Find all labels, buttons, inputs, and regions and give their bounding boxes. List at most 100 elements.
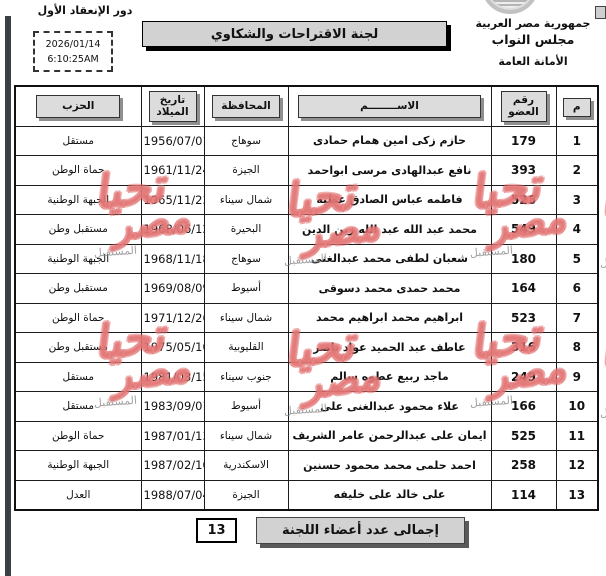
- cell-birth-date: 1971/12/26: [140, 302, 205, 333]
- cell-governorate: سوهاج: [203, 243, 289, 274]
- cell-member-no: 114: [490, 479, 557, 510]
- cell-governorate: شمال سيناء: [203, 184, 289, 215]
- cell-member-no: 249: [490, 361, 557, 392]
- cell-index: 9: [555, 361, 599, 392]
- org-parliament: مجلس النواب: [491, 31, 575, 47]
- cell-birth-date: 1987/02/10: [140, 450, 205, 481]
- table-row: 5 180 شعبان لطفى محمد عبدالغنى سوهاج 196…: [14, 243, 599, 274]
- header-name: الاســــــــم: [298, 95, 481, 119]
- cell-index: 1: [555, 125, 599, 156]
- table-row: 12 258 احمد حلمى محمد محمود حسنين الاسكن…: [14, 450, 599, 481]
- table-row: 9 249 ماجد ربيع عطوه سالم جنوب سيناء 198…: [14, 361, 599, 392]
- table-header-row: م رقم العضو الاســــــــم المحافظة تاريخ…: [14, 85, 599, 127]
- cell-name: ايمان على عبدالرحمن عامر الشريف: [287, 420, 492, 451]
- cell-name: ماجد ربيع عطوه سالم: [287, 361, 492, 392]
- members-table: م رقم العضو الاســــــــم المحافظة تاريخ…: [14, 85, 599, 511]
- cell-member-no: 166: [490, 391, 557, 422]
- cell-index: 6: [555, 273, 599, 304]
- cell-name: نافع عبدالهادى مرسى ابواحمد: [287, 155, 492, 186]
- cell-birth-date: 1981/03/15: [140, 361, 205, 392]
- table-row: 10 166 علاء محمود عبدالغنى على أسيوط 198…: [14, 391, 599, 422]
- header-member-no: رقم العضو: [500, 90, 547, 122]
- cell-birth-date: 1961/11/24: [140, 155, 205, 186]
- page-edge-strip: [5, 16, 11, 576]
- cell-party: الجبهة الوطنية: [14, 243, 142, 274]
- cell-party: العدل: [14, 479, 142, 510]
- cell-index: 7: [555, 302, 599, 333]
- table-row: 4 549 محمد عبد الله عبد الله زين الدين ا…: [14, 214, 599, 245]
- table-row: 13 114 على خالد على خليفه الجيزة 1988/07…: [14, 479, 599, 510]
- cell-name: شعبان لطفى محمد عبدالغنى: [287, 243, 492, 274]
- cell-birth-date: 1983/09/01: [140, 391, 205, 422]
- cell-index: 2: [555, 155, 599, 186]
- cell-party: مستقبل وطن: [14, 214, 142, 245]
- cell-party: مستقبل وطن: [14, 273, 142, 304]
- cell-name: على خالد على خليفه: [287, 479, 492, 510]
- cell-birth-date: 1968/06/12: [140, 214, 205, 245]
- header-index: م: [562, 98, 591, 118]
- cell-party: الجبهة الوطنية: [14, 184, 142, 215]
- cell-member-no: 179: [490, 125, 557, 156]
- cell-index: 12: [555, 450, 599, 481]
- cell-governorate: القليوبية: [203, 332, 289, 363]
- table-row: 2 393 نافع عبدالهادى مرسى ابواحمد الجيزة…: [14, 155, 599, 186]
- table-row: 6 164 محمد حمدى محمد دسوقى أسيوط 1969/08…: [14, 273, 599, 304]
- table-row: 1 179 حازم زكى امين همام حمادى سوهاج 195…: [14, 125, 599, 156]
- cell-name: فاطمه عباس الصادق عطيه: [287, 184, 492, 215]
- cell-birth-date: 1987/01/13: [140, 420, 205, 451]
- cell-governorate: البحيرة: [203, 214, 289, 245]
- cell-party: مستقل: [14, 125, 142, 156]
- cell-name: علاء محمود عبدالغنى على: [287, 391, 492, 422]
- cell-governorate: سوهاج: [203, 125, 289, 156]
- cell-member-no: 523: [490, 302, 557, 333]
- cell-index: 10: [555, 391, 599, 422]
- cell-index: 11: [555, 420, 599, 451]
- committee-title: لجنة الاقتراحات والشكاوي: [142, 21, 447, 47]
- total-members-value: 13: [196, 518, 237, 543]
- cell-member-no: 393: [490, 155, 557, 186]
- cell-birth-date: 1988/07/04: [140, 479, 205, 510]
- cell-governorate: شمال سيناء: [203, 420, 289, 451]
- header-party: الحزب: [36, 95, 121, 119]
- org-secretariat: الأمانة العامة: [498, 54, 568, 68]
- cell-index: 3: [555, 184, 599, 215]
- cell-member-no: 164: [490, 273, 557, 304]
- cell-governorate: شمال سيناء: [203, 302, 289, 333]
- org-country: جمهورية مصر العربية: [475, 17, 591, 30]
- cell-member-no: 526: [490, 184, 557, 215]
- table-row: 3 526 فاطمه عباس الصادق عطيه شمال سيناء …: [14, 184, 599, 215]
- cell-birth-date: 1965/11/23: [140, 184, 205, 215]
- cell-governorate: جنوب سيناء: [203, 361, 289, 392]
- session-label: دور الإنعقاد الأول: [37, 4, 133, 17]
- stamp-date: 2026/01/14: [45, 38, 101, 50]
- cell-index: 5: [555, 243, 599, 274]
- cell-party: حماة الوطن: [14, 155, 142, 186]
- datetime-stamp: 2026/01/14 6:10:25AM: [33, 31, 113, 72]
- table-row: 8 316 عاطف عبد الحميد عواد ناصر القليوبي…: [14, 332, 599, 363]
- table-row: 11 525 ايمان على عبدالرحمن عامر الشريف ش…: [14, 420, 599, 451]
- cell-party: مستقبل وطن: [14, 332, 142, 363]
- cell-governorate: أسيوط: [203, 273, 289, 304]
- cell-member-no: 549: [490, 214, 557, 245]
- cell-name: محمد حمدى محمد دسوقى: [287, 273, 492, 304]
- cell-member-no: 525: [490, 420, 557, 451]
- cell-index: 8: [555, 332, 599, 363]
- header-governorate: المحافظة: [212, 95, 280, 119]
- cell-member-no: 258: [490, 450, 557, 481]
- cell-party: حماة الوطن: [14, 420, 142, 451]
- cell-name: احمد حلمى محمد محمود حسنين: [287, 450, 492, 481]
- cell-member-no: 180: [490, 243, 557, 274]
- cell-name: عاطف عبد الحميد عواد ناصر: [287, 332, 492, 363]
- cell-name: محمد عبد الله عبد الله زين الدين: [287, 214, 492, 245]
- cell-member-no: 316: [490, 332, 557, 363]
- cell-name: ابراهيم محمد ابراهيم محمد: [287, 302, 492, 333]
- org-header: جمهورية مصر العربية مجلس النواب الأمانة …: [468, 17, 598, 70]
- cell-index: 4: [555, 214, 599, 245]
- cell-governorate: الاسكندرية: [203, 450, 289, 481]
- stamp-time: 6:10:25AM: [47, 53, 99, 65]
- cell-party: مستقل: [14, 361, 142, 392]
- cell-index: 13: [555, 479, 599, 510]
- cell-birth-date: 1968/11/18: [140, 243, 205, 274]
- cell-birth-date: 1975/05/10: [140, 332, 205, 363]
- table-row: 7 523 ابراهيم محمد ابراهيم محمد شمال سين…: [14, 302, 599, 333]
